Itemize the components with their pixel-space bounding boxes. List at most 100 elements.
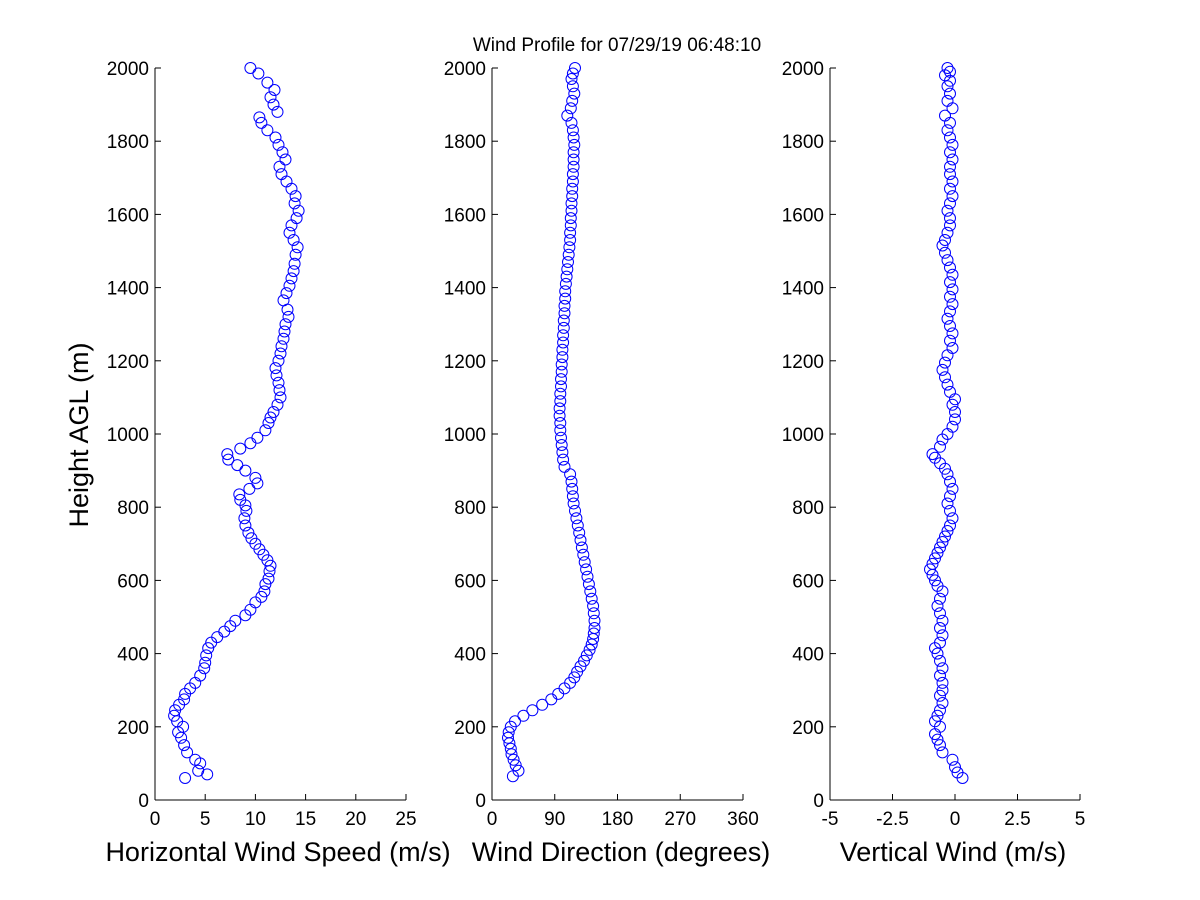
data-point [946, 268, 959, 281]
data-point [944, 65, 956, 78]
data-point [555, 380, 567, 393]
data-point [276, 146, 289, 159]
data-point [944, 87, 956, 100]
y-tick-label: 2000 [107, 59, 149, 80]
data-point [934, 669, 946, 682]
y-tick-label: 1800 [782, 132, 824, 153]
data-point [944, 276, 956, 289]
data-point [242, 526, 255, 539]
data-point [562, 256, 574, 268]
data-point [259, 578, 272, 591]
data-point [564, 102, 577, 115]
data-point [557, 329, 570, 342]
data-point [238, 512, 251, 525]
y-tick-label: 1000 [782, 425, 824, 446]
data-point [555, 373, 567, 386]
data-point [931, 709, 944, 722]
data-point [566, 94, 579, 107]
x-tick-label: 270 [664, 809, 696, 830]
data-point [270, 369, 283, 382]
data-point [553, 409, 566, 422]
data-point [555, 358, 568, 371]
data-point [285, 272, 298, 285]
data-point [279, 318, 292, 331]
data-point [283, 226, 296, 239]
data-point [931, 600, 944, 612]
x-tick-label: 5 [200, 809, 211, 830]
data-point [944, 475, 956, 488]
y-tick-label: 600 [454, 571, 486, 592]
data-point [582, 578, 595, 591]
data-point [249, 471, 262, 484]
vertical-wind-points [924, 62, 969, 784]
data-point [568, 87, 581, 100]
data-point [584, 585, 597, 598]
data-point [574, 534, 587, 547]
data-point [564, 234, 577, 246]
data-point [283, 279, 296, 292]
data-point [936, 239, 949, 252]
data-point [946, 398, 959, 411]
data-point [558, 307, 571, 320]
data-point [290, 212, 303, 225]
data-point [561, 263, 574, 276]
data-point [926, 557, 939, 570]
data-point [575, 541, 588, 554]
y-tick-label: 400 [117, 645, 149, 666]
data-point [509, 759, 522, 772]
data-point [566, 182, 579, 195]
data-point [936, 536, 949, 548]
data-point [949, 406, 961, 418]
data-point [561, 109, 574, 122]
data-point [934, 607, 946, 620]
data-point [229, 614, 242, 627]
data-point [234, 493, 247, 506]
data-point [168, 709, 181, 722]
data-point [939, 371, 951, 384]
data-point [944, 320, 956, 332]
data-point [245, 532, 258, 545]
data-point [244, 62, 257, 74]
data-point [275, 340, 288, 353]
data-point [269, 131, 282, 144]
y-tick-label: 1600 [782, 205, 824, 226]
data-point [559, 292, 572, 305]
data-point [944, 490, 956, 503]
y-tick-label: 1400 [782, 279, 824, 300]
data-point [565, 197, 578, 210]
data-point [555, 439, 568, 451]
data-point [934, 704, 946, 717]
panel-horizontal-wind-speed: 0 200 400 600 800 1000 1200 1400 1600 1800 2000 0 5 1… [105, 59, 450, 867]
data-point [936, 629, 949, 642]
data-point [557, 453, 570, 466]
data-point [200, 649, 213, 662]
data-point [239, 464, 252, 477]
y-tick-label: 1400 [444, 279, 486, 300]
x-tick-label: 0 [150, 809, 161, 830]
data-point [566, 175, 579, 188]
data-point [252, 67, 265, 80]
x-tick-label: 20 [345, 809, 366, 830]
data-point [941, 312, 954, 325]
data-point [255, 590, 268, 603]
y-tick-label: 1200 [444, 352, 486, 373]
data-point [946, 512, 959, 525]
data-point [941, 204, 954, 217]
data-point [939, 246, 951, 259]
y-tick-label: 1200 [107, 352, 149, 373]
data-point [934, 689, 946, 702]
figure-title: Wind Profile for 07/29/19 06:48:10 [473, 35, 761, 56]
data-point [941, 468, 954, 481]
data-point [564, 212, 577, 225]
data-point [282, 310, 295, 323]
y-tick-label: 800 [117, 498, 149, 519]
data-point [285, 219, 298, 232]
data-point [931, 647, 944, 660]
data-point [941, 497, 954, 510]
data-point [944, 305, 956, 318]
data-point [946, 138, 959, 151]
data-point [552, 687, 565, 700]
data-point [231, 459, 244, 472]
data-point [936, 676, 949, 689]
data-point [274, 347, 287, 360]
